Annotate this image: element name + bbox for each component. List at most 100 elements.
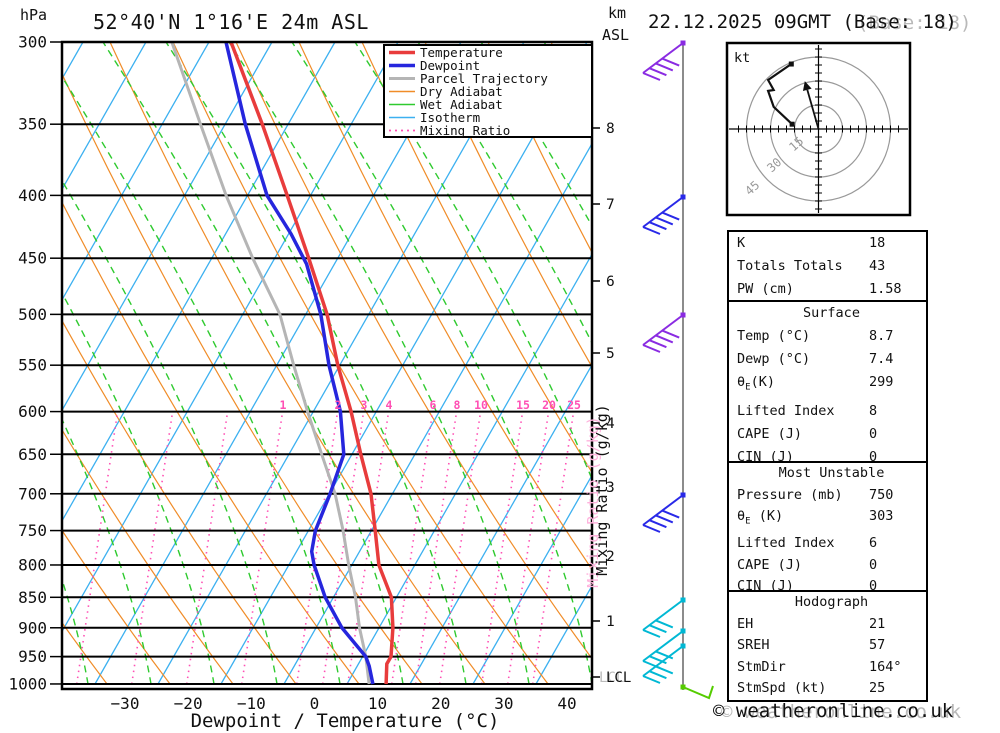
wind-barb-tick: [649, 624, 667, 634]
wet-adiabat-line: [62, 291, 215, 685]
isotherm-line: [62, 42, 336, 523]
wet-adiabat-line: [480, 42, 592, 228]
row-label: StmDir: [737, 658, 786, 675]
mixing-ratio-label: 2: [335, 398, 342, 412]
wind-barb-tick: [655, 62, 674, 72]
legend-label: Mixing Ratio: [420, 123, 510, 138]
dry-adiabat-line: [62, 529, 171, 685]
mixing-axis-label: Mixing Ratio (g/kg): [593, 404, 611, 576]
wind-barb-tick: [649, 519, 667, 529]
table-row: PW (cm) 1.58: [729, 278, 926, 301]
table-row: θE(K) 299: [729, 371, 926, 400]
temp-tick-label: 30: [494, 694, 513, 713]
pressure-tick-label: 500: [18, 305, 47, 324]
row-value: 1.58: [869, 281, 902, 297]
dry-adiabat-line: [109, 42, 486, 685]
pressure-tick-label: 350: [18, 115, 47, 134]
dry-adiabat-line: [62, 201, 360, 685]
legend-label: Parcel Trajectory: [420, 71, 548, 86]
copyright-ghost: © weatheronline.co.uk: [721, 701, 962, 723]
row-label: EH: [737, 615, 754, 632]
pressure-tick-label: 900: [18, 618, 47, 637]
wind-barb-shaft: [642, 599, 684, 631]
temperature-curve: [229, 42, 395, 685]
dry-adiabat-line: [298, 42, 592, 571]
pressure-tick-label: 850: [18, 588, 47, 607]
wind-barb-column: [642, 40, 714, 700]
pressure-axis-unit: hPa: [20, 6, 48, 24]
temp-tick-label: 40: [557, 694, 576, 713]
row-label: CAPE (J): [737, 556, 803, 573]
temp-tick-label: −20: [174, 694, 203, 713]
row-value: 18: [869, 235, 886, 251]
row-value: 0: [869, 578, 878, 595]
indices-table-surface: Surface Temp (°C) 8.7 Dewp (°C) 7.4 θE(K) 299 L…: [727, 300, 928, 465]
table-row: CAPE (J) 0: [729, 423, 926, 446]
wind-barb-tick: [642, 629, 661, 638]
datetime-ghost: (Base: 18): [857, 12, 972, 34]
table-row: EH 21: [729, 614, 926, 636]
row-value: 8.7: [869, 328, 894, 344]
parcel-trajectory-curve: [170, 42, 371, 685]
wind-barb: [680, 684, 714, 700]
table-row: Totals Totals 43: [729, 255, 926, 278]
altitude-axis-unit-asl: ASL: [602, 26, 630, 44]
table-row: StmDir 164°: [729, 657, 926, 679]
mixing-ratio-label: 8: [454, 398, 461, 412]
row-value: 0: [869, 425, 878, 442]
row-label: SREH: [737, 637, 770, 653]
mixing-ratio-line: [531, 411, 575, 685]
wind-barb-tick: [661, 329, 680, 339]
wind-barb-tick: [661, 57, 680, 67]
storm-motion-arrowhead: [802, 81, 812, 92]
row-value: 21: [869, 615, 886, 632]
indices-table-hodograph: Hodograph EH 21 SREH 57 StmDir 164° StmSpd (kt)…: [727, 590, 928, 702]
wind-barb: [642, 628, 686, 669]
pressure-tick-label: 400: [18, 186, 47, 205]
background-grid: [62, 42, 592, 685]
legend-label: Dewpoint: [420, 58, 480, 73]
legend-label: Dry Adiabat: [420, 84, 503, 99]
row-value: 750: [869, 486, 894, 503]
wind-barb-shaft: [642, 630, 684, 662]
row-value: 0: [869, 556, 878, 573]
row-label: CAPE (J): [737, 425, 803, 442]
pressure-tick-label: 800: [18, 555, 47, 574]
hodograph-unit-label: kt: [734, 50, 750, 66]
row-label: K: [737, 235, 746, 251]
table-section-header: Hodograph: [794, 594, 869, 610]
mixing-ratio-label: 4: [386, 398, 393, 412]
wind-barb-tick: [649, 655, 667, 665]
mixing-ratio-line: [185, 411, 229, 685]
copyright: © weatheronline.co.uk: [713, 700, 954, 722]
dry-adiabat-line: [487, 42, 592, 254]
table-row: K 18: [729, 232, 926, 255]
mixing-ratio-line: [75, 411, 119, 685]
pressure-axis: 300 350 400 450 500 550 600 650 700 750 800 850 900 9…: [8, 33, 62, 693]
table-row: Lifted Index 6: [729, 533, 926, 555]
mixing-ratio-label: 25: [567, 398, 581, 412]
pressure-tick-label: 950: [18, 647, 47, 666]
altitude-axis-unit-km: km: [608, 4, 627, 22]
row-value: 8: [869, 402, 878, 419]
row-label: CIN (J): [737, 448, 794, 465]
temp-tick-label: −30: [111, 694, 140, 713]
wind-barb-tick: [655, 514, 674, 524]
wind-barb-tick: [642, 344, 661, 353]
row-label: Lifted Index: [737, 402, 835, 419]
wet-adiabat-line: [291, 42, 592, 685]
wind-barb-tick: [655, 650, 674, 660]
isotherm-line: [346, 252, 592, 685]
mixing-ratio-line: [390, 411, 434, 685]
table-row: CIN (J) 0: [729, 446, 926, 469]
wet-adiabat-line: [228, 42, 530, 685]
isotherm-line: [220, 42, 588, 685]
table-row: CAPE (J) 0: [729, 555, 926, 577]
wind-barb: [642, 194, 686, 235]
row-value: 303: [869, 508, 894, 524]
km-tick-label: 7: [606, 197, 615, 213]
mixing-ratio-label: 6: [430, 398, 437, 412]
dewpoint-curve: [224, 42, 375, 685]
